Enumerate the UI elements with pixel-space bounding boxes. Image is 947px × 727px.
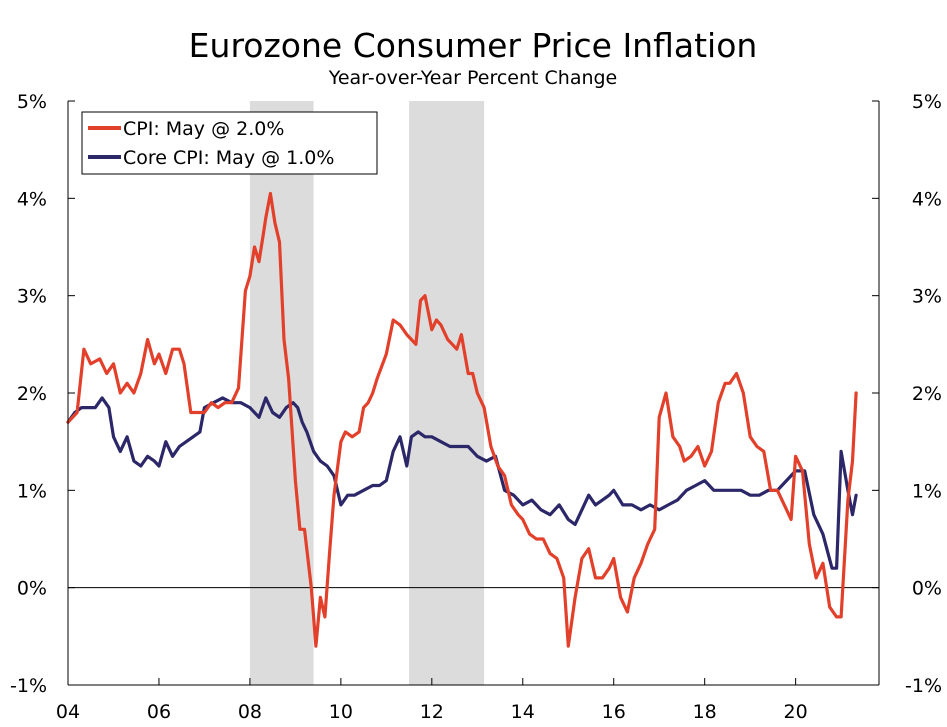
x-tick-label: 16 bbox=[602, 701, 626, 723]
y-tick-label-right: 2% bbox=[912, 383, 942, 405]
legend-label-core-cpi: Core CPI: May @ 1.0% bbox=[123, 147, 334, 169]
x-tick-label: 18 bbox=[693, 701, 717, 723]
chart-title: Eurozone Consumer Price Inflation bbox=[189, 26, 758, 65]
y-tick-label-left: 0% bbox=[17, 578, 47, 600]
x-tick-label: 08 bbox=[238, 701, 262, 723]
x-tick-label: 04 bbox=[56, 701, 80, 723]
y-tick-label-right: 0% bbox=[912, 578, 942, 600]
x-tick-label: 14 bbox=[511, 701, 535, 723]
series-lines bbox=[66, 191, 858, 648]
shaded-period-2 bbox=[409, 101, 485, 685]
y-tick-label-left: 2% bbox=[17, 383, 47, 405]
y-tick-label-left: 1% bbox=[17, 480, 47, 502]
legend-label-cpi: CPI: May @ 2.0% bbox=[123, 118, 284, 140]
y-tick-label-right: 4% bbox=[912, 188, 942, 210]
y-tick-label-right: 3% bbox=[912, 286, 942, 308]
y-tick-label-left: -1% bbox=[10, 675, 47, 697]
y-tick-label-left: 3% bbox=[17, 286, 47, 308]
x-tick-label: 12 bbox=[420, 701, 444, 723]
recession-shading bbox=[249, 101, 485, 685]
y-tick-label-right: 1% bbox=[912, 480, 942, 502]
chart-subtitle: Year-over-Year Percent Change bbox=[328, 67, 618, 89]
y-tick-label-right: -1% bbox=[905, 675, 942, 697]
legend-box bbox=[81, 111, 378, 175]
y-tick-label-left: 4% bbox=[17, 188, 47, 210]
y-ticks-left: -1% 0% 1% 2% 3% 4% 5% bbox=[10, 91, 75, 697]
shaded-period-1 bbox=[249, 101, 314, 685]
y-ticks-right: -1% 0% 1% 2% 3% 4% 5% bbox=[872, 91, 942, 697]
x-tick-label: 06 bbox=[147, 701, 171, 723]
x-ticks: 04 06 08 10 12 14 16 18 20 bbox=[56, 678, 808, 723]
legend: CPI: May @ 2.0% Core CPI: May @ 1.0% bbox=[81, 111, 378, 175]
x-tick-label: 10 bbox=[329, 701, 353, 723]
cpi-line bbox=[66, 191, 858, 648]
y-tick-label-left: 5% bbox=[17, 91, 47, 113]
y-tick-label-right: 5% bbox=[912, 91, 942, 113]
core-cpi-line bbox=[66, 396, 858, 570]
x-tick-label: 20 bbox=[784, 701, 808, 723]
